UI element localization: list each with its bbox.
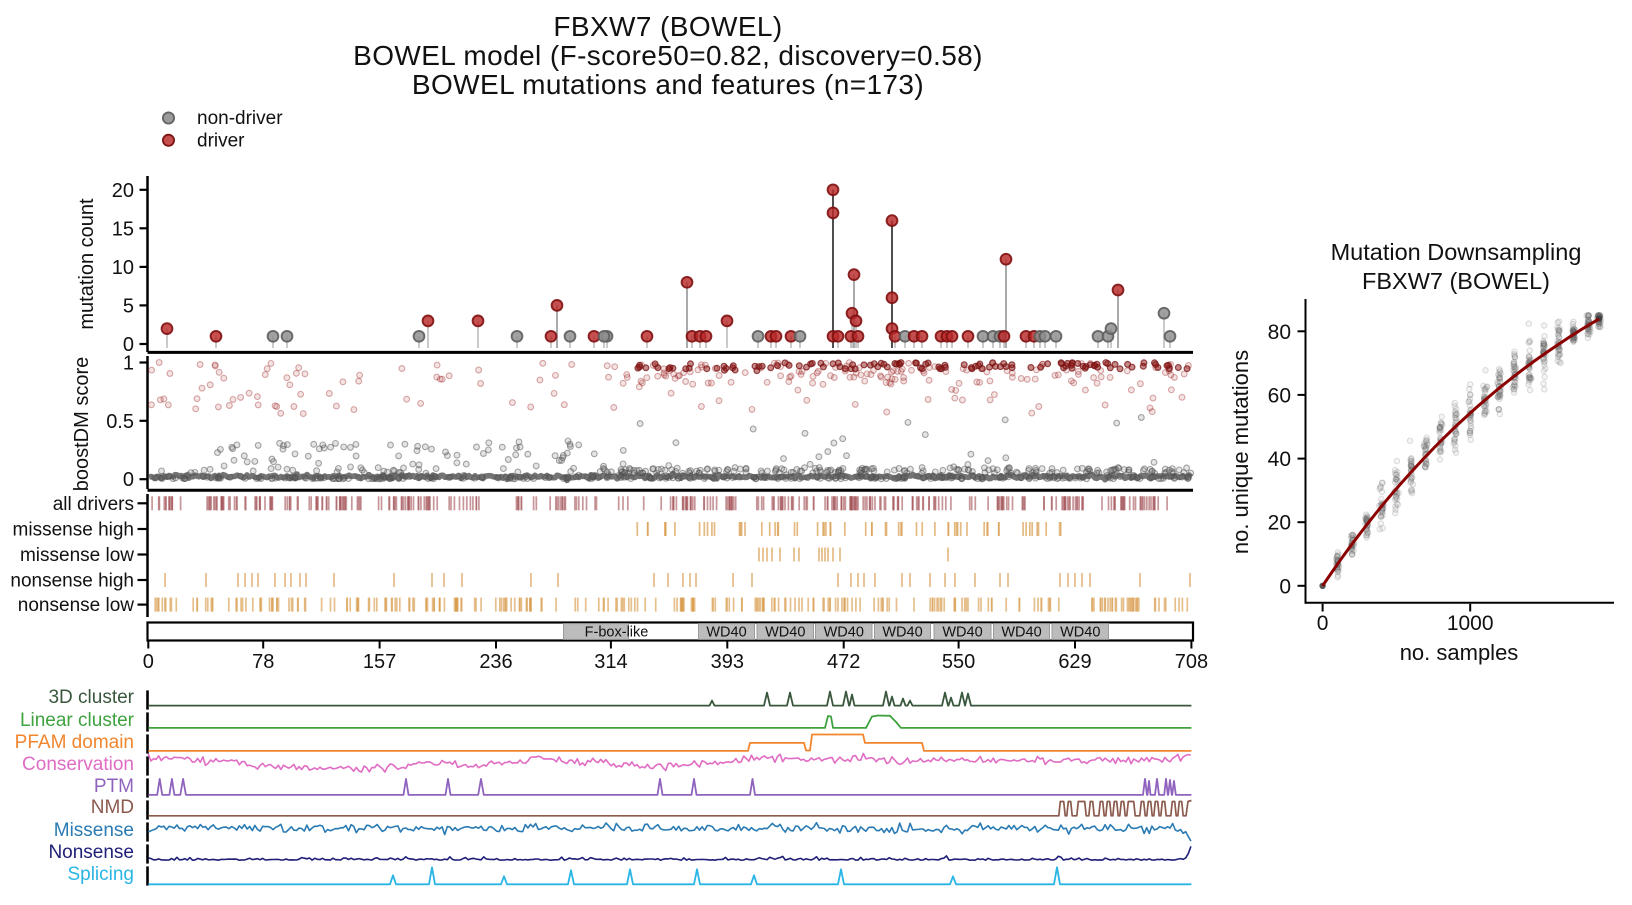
svg-text:WD40: WD40 [706, 625, 746, 641]
svg-text:0: 0 [123, 469, 134, 491]
svg-text:5: 5 [123, 295, 134, 317]
svg-text:non-driver: non-driver [197, 108, 283, 129]
svg-text:boostDM score: boostDM score [71, 357, 93, 492]
svg-text:Nonsense: Nonsense [48, 842, 134, 863]
svg-text:0: 0 [1279, 575, 1291, 598]
svg-text:393: 393 [711, 651, 744, 673]
svg-text:0: 0 [1317, 612, 1329, 635]
svg-text:F-box-like: F-box-like [585, 625, 649, 641]
svg-text:Conservation: Conservation [22, 754, 134, 775]
svg-text:missense high: missense high [13, 520, 134, 541]
svg-text:WD40: WD40 [1001, 625, 1041, 641]
svg-text:Splicing: Splicing [67, 864, 134, 885]
svg-text:no. samples: no. samples [1400, 640, 1519, 665]
svg-text:no. unique mutations: no. unique mutations [1228, 350, 1253, 554]
svg-text:3D cluster: 3D cluster [48, 687, 134, 708]
svg-text:BOWEL mutations and features (: BOWEL mutations and features (n=173) [412, 69, 924, 100]
svg-text:80: 80 [1268, 321, 1291, 344]
svg-text:0: 0 [143, 651, 154, 673]
svg-text:157: 157 [363, 651, 396, 673]
svg-text:472: 472 [827, 651, 860, 673]
svg-text:1000: 1000 [1447, 612, 1494, 635]
svg-text:NMD: NMD [91, 797, 134, 818]
svg-text:0.5: 0.5 [106, 411, 134, 433]
svg-text:1: 1 [123, 353, 134, 375]
svg-text:550: 550 [942, 651, 975, 673]
svg-text:PTM: PTM [94, 776, 134, 797]
svg-text:nonsense low: nonsense low [18, 595, 134, 616]
svg-text:WD40: WD40 [1060, 625, 1100, 641]
svg-text:236: 236 [479, 651, 512, 673]
svg-text:Linear cluster: Linear cluster [20, 710, 135, 731]
svg-text:WD40: WD40 [882, 625, 922, 641]
svg-text:40: 40 [1268, 448, 1291, 471]
svg-text:mutation count: mutation count [76, 198, 98, 330]
svg-text:WD40: WD40 [942, 625, 982, 641]
svg-text:20: 20 [1268, 512, 1291, 535]
svg-text:WD40: WD40 [765, 625, 805, 641]
svg-text:78: 78 [252, 651, 274, 673]
svg-text:Mutation Downsampling: Mutation Downsampling [1331, 239, 1582, 265]
svg-text:all drivers: all drivers [53, 494, 134, 515]
svg-text:PFAM domain: PFAM domain [15, 732, 134, 753]
svg-text:WD40: WD40 [824, 625, 864, 641]
svg-text:15: 15 [112, 218, 134, 240]
svg-text:60: 60 [1268, 384, 1291, 407]
svg-text:FBXW7 (BOWEL): FBXW7 (BOWEL) [1362, 268, 1550, 294]
svg-text:10: 10 [112, 257, 134, 279]
svg-text:nonsense high: nonsense high [10, 571, 134, 592]
svg-text:missense low: missense low [20, 545, 134, 566]
svg-text:Missense: Missense [54, 820, 134, 841]
svg-text:0: 0 [123, 334, 134, 356]
svg-text:driver: driver [197, 130, 245, 151]
svg-text:FBXW7 (BOWEL): FBXW7 (BOWEL) [553, 11, 782, 42]
svg-text:314: 314 [594, 651, 627, 673]
svg-text:629: 629 [1058, 651, 1091, 673]
svg-text:708: 708 [1175, 651, 1208, 673]
svg-text:20: 20 [112, 180, 134, 202]
svg-text:BOWEL model (F-score50=0.82, d: BOWEL model (F-score50=0.82, discovery=0… [353, 40, 983, 71]
